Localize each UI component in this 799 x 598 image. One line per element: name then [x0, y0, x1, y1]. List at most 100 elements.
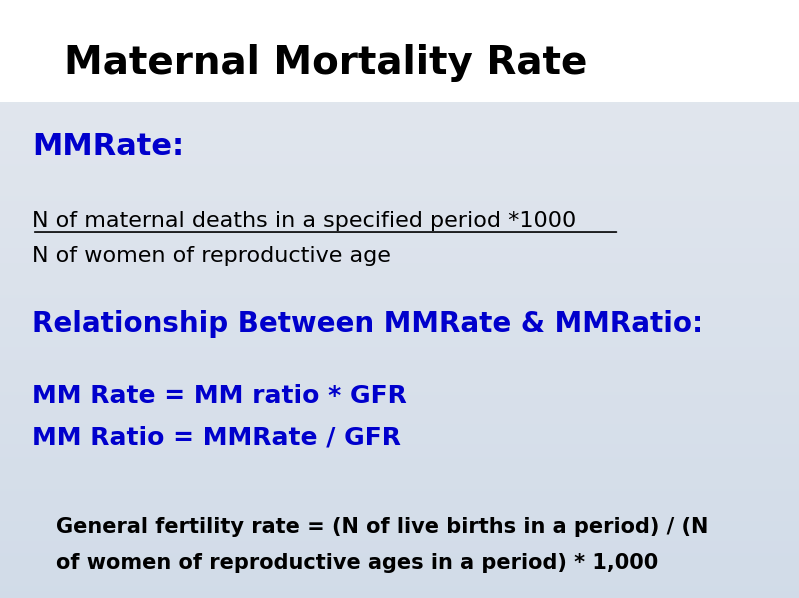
Bar — [0, 553, 799, 556]
Bar — [0, 471, 799, 474]
Bar — [0, 365, 799, 367]
Bar — [0, 434, 799, 437]
Bar — [0, 399, 799, 402]
Bar — [0, 0, 799, 102]
Bar — [0, 479, 799, 481]
Bar — [0, 360, 799, 362]
Bar — [0, 233, 799, 236]
Bar — [0, 106, 799, 109]
Bar — [0, 337, 799, 340]
Bar — [0, 290, 799, 293]
Bar — [0, 181, 799, 184]
Bar — [0, 538, 799, 541]
Bar — [0, 255, 799, 258]
Bar — [0, 518, 799, 521]
Bar — [0, 377, 799, 380]
Bar — [0, 492, 799, 494]
Bar — [0, 315, 799, 318]
Bar — [0, 367, 799, 370]
Bar — [0, 191, 799, 194]
Bar — [0, 164, 799, 166]
Bar — [0, 389, 799, 392]
Bar — [0, 295, 799, 298]
Bar — [0, 529, 799, 531]
Bar — [0, 417, 799, 419]
Text: Relationship Between MMRate & MMRatio:: Relationship Between MMRate & MMRatio: — [32, 310, 703, 338]
Bar — [0, 300, 799, 303]
Bar — [0, 169, 799, 171]
Bar — [0, 494, 799, 496]
Bar — [0, 568, 799, 570]
Bar — [0, 573, 799, 576]
Bar — [0, 171, 799, 173]
Bar — [0, 136, 799, 139]
Bar — [0, 464, 799, 466]
Bar — [0, 240, 799, 243]
Bar — [0, 548, 799, 551]
Bar — [0, 238, 799, 240]
Bar — [0, 559, 799, 561]
Bar — [0, 347, 799, 350]
Bar — [0, 437, 799, 439]
Bar — [0, 305, 799, 307]
Bar — [0, 578, 799, 581]
Bar — [0, 489, 799, 492]
Bar — [0, 141, 799, 144]
Bar — [0, 332, 799, 335]
Bar — [0, 551, 799, 553]
Bar — [0, 119, 799, 121]
Bar — [0, 374, 799, 377]
Bar — [0, 129, 799, 132]
Bar — [0, 330, 799, 332]
Bar — [0, 335, 799, 337]
Bar — [0, 511, 799, 514]
Bar — [0, 484, 799, 486]
Bar — [0, 593, 799, 596]
Bar — [0, 248, 799, 251]
Bar — [0, 112, 799, 114]
Bar — [0, 412, 799, 414]
Bar — [0, 121, 799, 124]
Bar — [0, 357, 799, 360]
Bar — [0, 449, 799, 451]
Bar — [0, 139, 799, 141]
Bar — [0, 462, 799, 464]
Text: N of maternal deaths in a specified period *1000: N of maternal deaths in a specified peri… — [32, 211, 576, 231]
Bar — [0, 261, 799, 263]
Bar — [0, 576, 799, 578]
Bar — [0, 387, 799, 389]
Bar — [0, 477, 799, 479]
Bar — [0, 382, 799, 385]
Bar — [0, 166, 799, 169]
Bar — [0, 469, 799, 471]
Bar — [0, 514, 799, 516]
Bar — [0, 370, 799, 372]
Bar — [0, 266, 799, 268]
Bar — [0, 585, 799, 588]
Bar — [0, 516, 799, 518]
Bar — [0, 447, 799, 449]
Bar — [0, 414, 799, 417]
Bar — [0, 380, 799, 382]
Bar — [0, 556, 799, 559]
Bar — [0, 328, 799, 330]
Bar — [0, 127, 799, 129]
Bar — [0, 536, 799, 538]
Text: N of women of reproductive age: N of women of reproductive age — [32, 246, 391, 266]
Bar — [0, 459, 799, 462]
Bar — [0, 451, 799, 454]
Bar — [0, 340, 799, 343]
Bar — [0, 206, 799, 208]
Bar — [0, 104, 799, 106]
Bar — [0, 566, 799, 568]
Bar — [0, 533, 799, 536]
Bar — [0, 352, 799, 355]
Bar — [0, 161, 799, 164]
Bar — [0, 211, 799, 213]
Bar — [0, 303, 799, 305]
Bar — [0, 402, 799, 404]
Text: MM Ratio = MMRate / GFR: MM Ratio = MMRate / GFR — [32, 426, 401, 450]
Text: MMRate:: MMRate: — [32, 132, 184, 161]
Bar — [0, 268, 799, 270]
Bar — [0, 419, 799, 422]
